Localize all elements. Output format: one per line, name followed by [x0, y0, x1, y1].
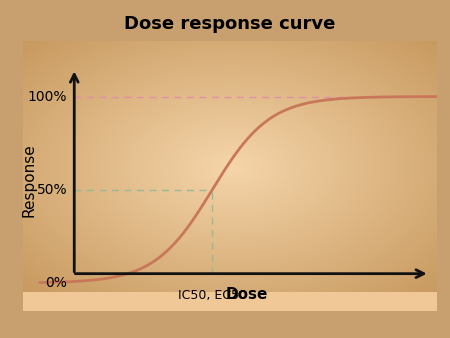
Text: Dose: Dose [225, 287, 268, 302]
Text: IC50, EC50: IC50, EC50 [178, 289, 247, 301]
Text: 0%: 0% [45, 276, 68, 290]
Title: Dose response curve: Dose response curve [124, 16, 335, 33]
Text: Response: Response [22, 144, 37, 217]
Text: 100%: 100% [28, 90, 68, 103]
Text: 50%: 50% [37, 183, 68, 197]
